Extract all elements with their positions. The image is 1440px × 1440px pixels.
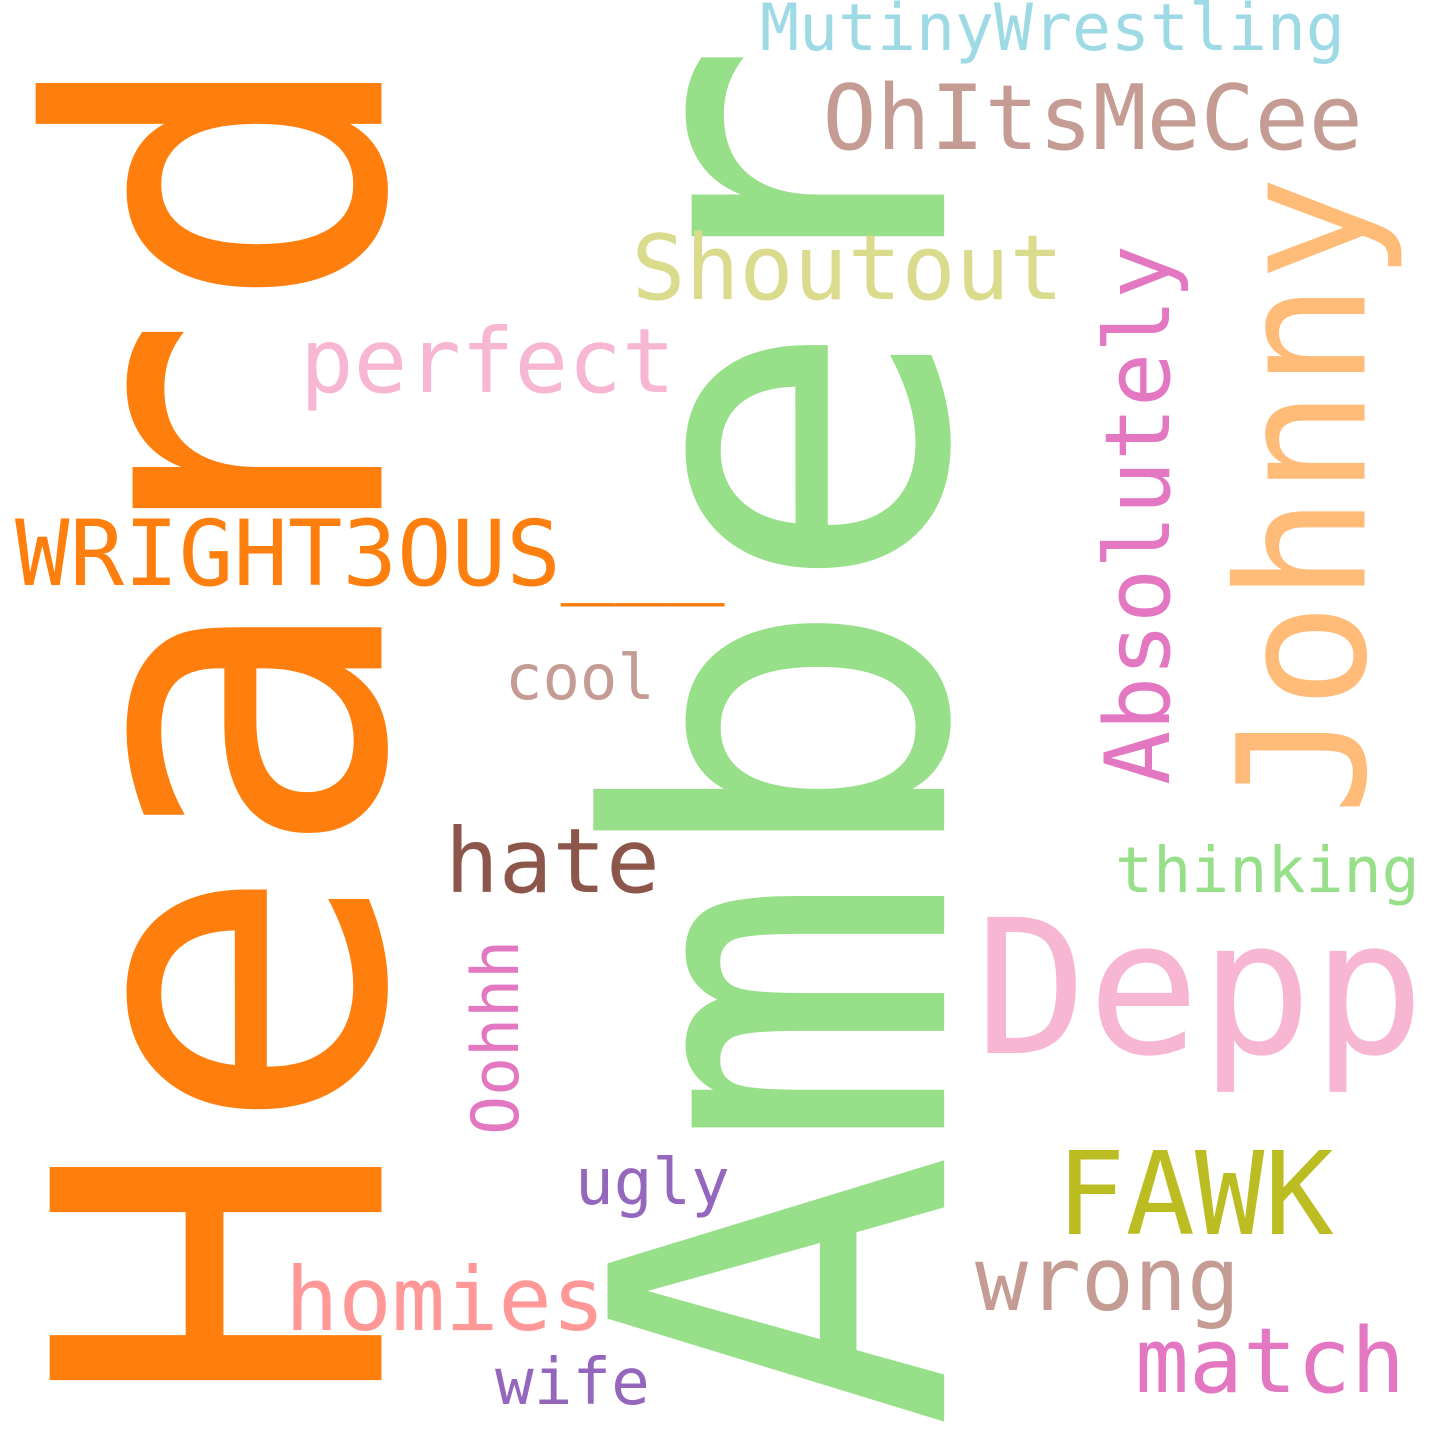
word-perfect: perfect xyxy=(300,310,676,414)
word-wright3ous: WRIGHT3OUS___ xyxy=(15,501,725,607)
word-absolutely: Absolutely xyxy=(1087,244,1192,785)
word-mutinywrestling: MutinyWrestling xyxy=(760,0,1345,66)
word-ugly: ugly xyxy=(575,1144,730,1220)
word-match: match xyxy=(1135,1309,1405,1414)
word-depp: Depp xyxy=(975,880,1425,1098)
word-wrong: wrong xyxy=(975,1228,1240,1331)
word-johnny: Johnny xyxy=(1199,174,1407,816)
word-oohhh: Oohhh xyxy=(459,939,535,1135)
word-hate: hate xyxy=(445,810,660,914)
word-wife: wife xyxy=(495,1344,650,1420)
word-cool: cool xyxy=(505,640,655,714)
word-thinking: thinking xyxy=(1115,832,1420,907)
word-heard: Heard xyxy=(0,40,490,1411)
word-ohitsmecee: OhItsMeCee xyxy=(822,67,1363,171)
word-fawk: FAWK xyxy=(1056,1127,1334,1262)
word-homies: homies xyxy=(285,1247,606,1351)
word-shoutout: Shoutout xyxy=(631,217,1064,321)
